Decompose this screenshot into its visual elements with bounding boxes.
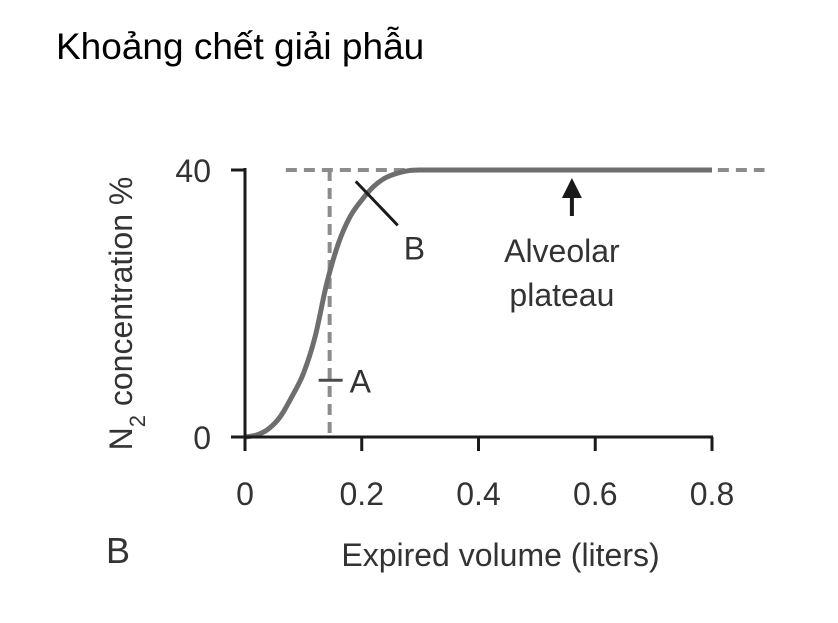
y-axis-title-subscript: 2 <box>125 415 150 427</box>
x-tick-label: 0.4 <box>456 476 500 512</box>
n2-concentration-curve <box>244 167 712 440</box>
y-tick-label: 40 <box>175 153 211 189</box>
annotation-b-leader <box>354 180 399 227</box>
annotation-plateau-label-line1: Alveolar <box>504 233 620 269</box>
annotation-plateau-label-line2: plateau <box>509 277 614 313</box>
y-axis-title-rest: concentration % <box>103 177 139 415</box>
y-tick-label: 0 <box>193 420 211 456</box>
y-axis-title: N2 concentration % <box>103 177 150 451</box>
annotation-a-label: A <box>350 363 372 399</box>
x-tick-label: 0.2 <box>340 476 384 512</box>
annotation-b: B <box>354 180 425 266</box>
annotation-alveolar-plateau: Alveolar plateau <box>504 178 620 313</box>
annotation-a: A <box>318 363 372 399</box>
plateau-arrow-head <box>561 178 582 198</box>
x-axis-title: Expired volume (liters) <box>341 537 659 573</box>
panel-letter: B <box>106 530 131 571</box>
x-tick-label: 0.6 <box>573 476 617 512</box>
y-axis-title-main: N <box>103 427 139 450</box>
x-tick-label: 0.8 <box>690 476 734 512</box>
y-axis-ticks: 0 40 <box>175 153 245 456</box>
annotation-b-label: B <box>404 230 425 266</box>
page-title: Khoảng chết giải phẫu <box>56 26 425 67</box>
x-tick-label: 0 <box>236 476 254 512</box>
x-axis-ticks: 0 0.2 0.4 0.6 0.8 <box>236 437 734 512</box>
